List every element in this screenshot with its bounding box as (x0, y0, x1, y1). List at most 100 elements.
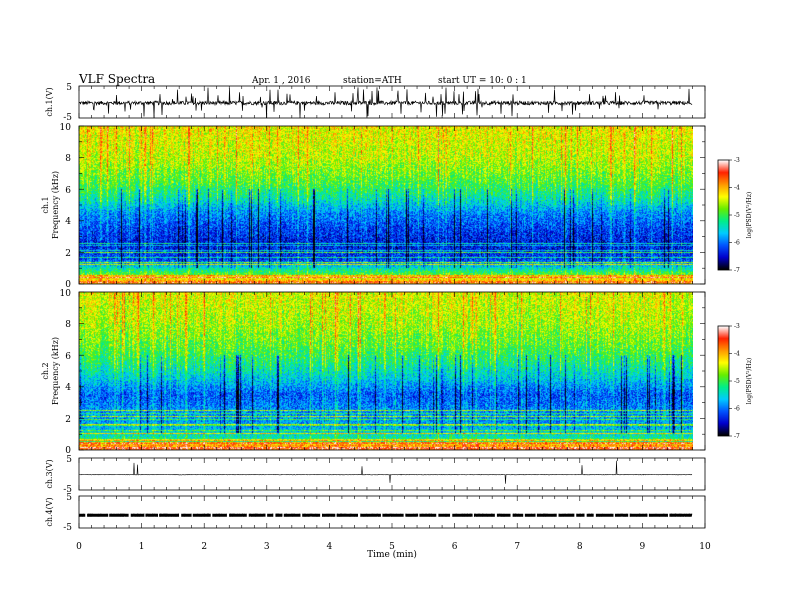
ch2-ytick-4: 4 (65, 383, 71, 393)
ch4-gap (320, 512, 323, 518)
ch1-spectrogram-image (79, 126, 693, 284)
ch2-colorbar-tick-4: -4 (734, 351, 740, 358)
ch2-colorbar-tick-5: -5 (734, 378, 740, 385)
ch4-gap (226, 512, 230, 518)
ch2-frequency-axis-label: Frequency (kHz) (51, 337, 60, 405)
ch2-colorbar-gradient (718, 326, 729, 436)
ch4-gap (418, 512, 420, 518)
ch4-waveform-gaps (85, 512, 670, 518)
ch2-ytick-8: 8 (65, 320, 71, 330)
ch2-ytick-2: 2 (65, 415, 71, 425)
time-tick-label: 0 (76, 542, 82, 552)
ch1-colorbar-tick-6: -6 (734, 240, 740, 247)
time-tick-label: 2 (201, 542, 207, 552)
ch2-frequency-tick-labels: 10 8 6 4 2 0 (60, 289, 72, 456)
ch1-colorbar-ticks (729, 159, 732, 271)
ch3-waveform-trace (78, 460, 693, 484)
ch4-waveform-panel: 5 -5 ch.4(V) (45, 493, 706, 533)
ch4-gap (574, 512, 577, 518)
time-tick-label: 10 (699, 542, 711, 552)
ch2-ytick-0: 0 (65, 446, 71, 456)
ch1-channel-label: ch.1 (41, 196, 50, 213)
ch1-colorbar-tick-7: -7 (734, 267, 740, 274)
ch2-colorbar: -3 -4 -5 -6 -7 log(PSD(V²/Hz) (717, 323, 753, 440)
time-tick-label: 4 (327, 542, 333, 552)
ch4-gap (556, 512, 559, 518)
ch4-gap (450, 512, 453, 518)
ch3-waveform-panel: 5 -5 ch.3(V) (45, 455, 706, 495)
date-label: Apr. 1 , 2016 (251, 76, 311, 86)
ch1-ytick-8: 8 (65, 154, 71, 164)
ch1-colorbar-label: log(PSD(V²/Hz) (746, 192, 753, 239)
ch1-colorbar: -3 -4 -5 -6 -7 log(PSD(V²/Hz) (717, 157, 753, 274)
ch3-waveform-ticks (78, 458, 706, 490)
ch1-frequency-axis-label: Frequency (kHz) (51, 171, 60, 239)
ch4-gap (472, 512, 474, 518)
ch4-gap (510, 512, 513, 518)
ch1-ytick-2: 2 (65, 249, 71, 259)
ch1-frequency-tick-labels: 10 8 6 4 2 0 (60, 123, 72, 290)
ch4-gap (593, 512, 596, 518)
ch1-colorbar-tick-4: -4 (734, 185, 740, 192)
ch1-ytick-4: 4 (65, 217, 71, 227)
ch2-ytick-6: 6 (65, 352, 71, 362)
ch2-spectrogram-image (79, 292, 693, 450)
ch1-ytick-0: 0 (65, 280, 71, 290)
ch4-gap (523, 512, 525, 518)
time-tick-label: 3 (264, 542, 270, 552)
ch4-gap (273, 512, 276, 518)
ch1-ytick-10: 10 (60, 123, 72, 133)
ch1-waveform-ticks (78, 86, 706, 118)
ch4-gap (158, 512, 160, 518)
ch4-gap (535, 512, 537, 518)
time-tick-label: 5 (389, 542, 395, 552)
ch4-gap (667, 512, 670, 518)
ch4-gap (494, 512, 497, 518)
ch4-ytick-bottom: -5 (63, 523, 72, 533)
time-axis-tick-labels: 0 1 2 3 4 5 6 7 8 9 10 (76, 542, 711, 552)
time-axis-label: Time (min) (367, 549, 417, 560)
time-tick-label: 1 (139, 542, 145, 552)
station-label: station=ATH (343, 76, 402, 86)
ch2-colorbar-tick-6: -6 (734, 406, 740, 413)
ch3-ytick-top: 5 (66, 455, 72, 465)
ch1-waveform-panel: 5 -5 ch.1(V) (45, 83, 706, 123)
ch4-gap (300, 512, 303, 518)
ch4-gap (403, 512, 406, 518)
figure-title: VLF Spectra (78, 72, 155, 86)
ch2-spectrogram-panel: 10 8 6 4 2 0 ch.2 Frequency (kHz) (41, 289, 706, 456)
time-tick-label: 6 (452, 542, 458, 552)
ch4-gap (108, 512, 110, 518)
ch4-gap (335, 512, 337, 518)
ch1-colorbar-tick-5: -5 (734, 212, 740, 219)
ch1-colorbar-tick-3: -3 (734, 157, 740, 164)
ch4-gap (380, 512, 383, 518)
ch3-ytick-bottom: -5 (63, 485, 72, 495)
ch2-colorbar-tick-7: -7 (734, 433, 740, 440)
ch4-ytick-top: 5 (66, 493, 72, 503)
ch4-gap (282, 512, 284, 518)
start-time-label: start UT = 10: 0 : 1 (438, 76, 527, 86)
time-tick-label: 8 (577, 542, 583, 552)
ch4-gap (144, 512, 146, 518)
ch4-gap (265, 512, 268, 518)
ch4-waveform-ylabel: ch.4(V) (45, 497, 54, 526)
ch1-spectrogram-panel: 10 8 6 4 2 0 ch.1 Frequency (kHz) (41, 123, 706, 290)
time-tick-label: 9 (640, 542, 646, 552)
ch4-gap (436, 512, 439, 518)
ch4-gap (584, 512, 587, 518)
ch4-gap (210, 512, 213, 518)
ch4-gap (628, 512, 630, 518)
ch1-ytick-6: 6 (65, 186, 71, 196)
ch2-channel-label: ch.2 (41, 362, 50, 379)
ch4-waveform-ticks (78, 496, 706, 528)
ch1-ytick-top: 5 (66, 83, 72, 93)
ch1-ytick-bottom: -5 (63, 113, 72, 123)
ch4-gap (85, 512, 88, 518)
ch1-spectrogram-ticks (78, 125, 706, 285)
ch3-waveform-ylabel: ch.3(V) (45, 459, 54, 488)
ch2-colorbar-tick-3: -3 (734, 323, 740, 330)
ch4-gap (647, 512, 649, 518)
ch1-waveform-trace (78, 87, 693, 119)
